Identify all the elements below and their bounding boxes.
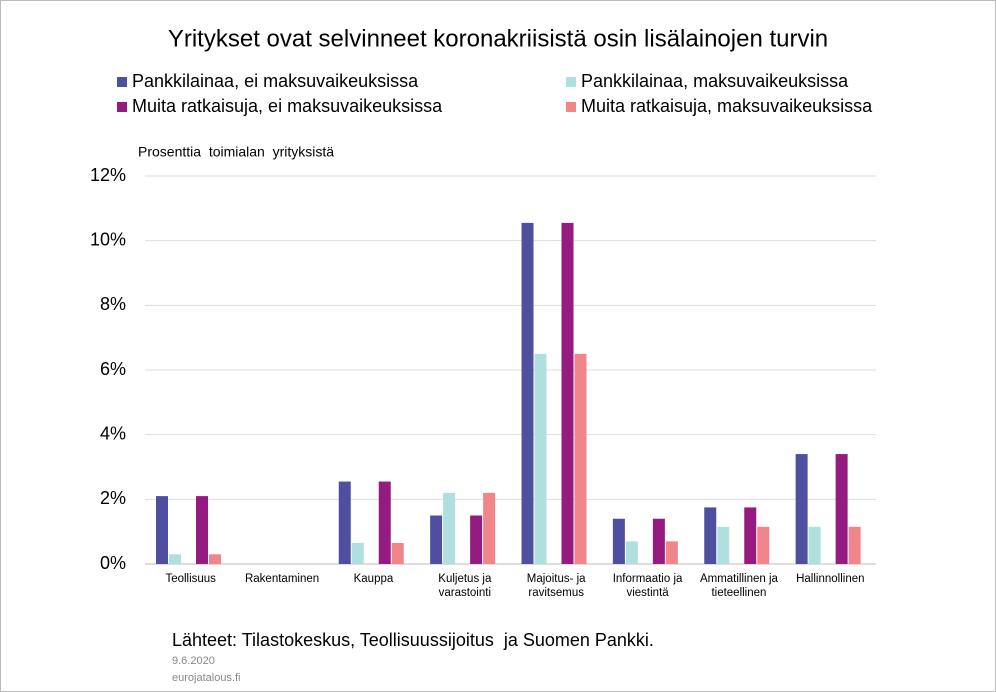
y-tick-label: 8%: [100, 294, 126, 314]
legend-swatch: [566, 102, 576, 112]
bar: [483, 492, 496, 564]
source: Lähteet: Tilastokeskus, Teollisuussijoit…: [172, 630, 654, 650]
y-tick-label: 0%: [100, 553, 126, 573]
bar: [169, 554, 181, 564]
bar: [612, 518, 625, 564]
x-tick-label: Informaatio ja viestintä: [612, 573, 683, 599]
bar: [652, 518, 665, 564]
x-tick-label: Kuljetus ja varastointi: [438, 573, 492, 599]
x-tick-label: Teollisuus: [165, 573, 216, 585]
y-tick-label: 10%: [90, 229, 126, 249]
x-tick-label: Ammatillinen ja tieteellinen: [699, 573, 778, 599]
bar: [521, 222, 534, 564]
bar: [391, 542, 404, 564]
bar: [848, 526, 861, 564]
y-tick-label: 6%: [100, 359, 126, 379]
bar: [443, 492, 456, 564]
legend-label: Muita ratkaisuja, ei maksuvaikeuksissa: [132, 96, 443, 116]
y-tick-label: 2%: [100, 488, 126, 508]
bar: [744, 507, 757, 564]
legend-label: Pankkilainaa, ei maksuvaikeuksissa: [132, 71, 419, 91]
bar: [470, 515, 483, 564]
x-tick-label: Rakentaminen: [244, 573, 320, 585]
bar: [704, 507, 717, 564]
bar: [808, 526, 821, 564]
legend-swatch: [117, 77, 127, 87]
legend-label: Pankkilainaa, maksuvaikeuksissa: [581, 71, 849, 91]
x-tick-label: Majoitus- ja ravitsemus: [526, 573, 586, 599]
bar: [351, 542, 364, 564]
bar: [196, 496, 208, 564]
bar: [209, 554, 221, 564]
bar: [378, 481, 391, 564]
bar: [717, 526, 730, 564]
bar: [338, 481, 351, 564]
chart-title: Yritykset ovat selvinneet koronakriisist…: [168, 25, 828, 52]
bar: [156, 496, 168, 564]
bar: [795, 454, 808, 564]
date: 9.6.2020: [172, 655, 215, 667]
x-tick-label: Kauppa: [353, 573, 394, 585]
bar: [534, 353, 547, 564]
x-tick-label: Hallinnollinen: [796, 573, 865, 585]
bar: [625, 541, 638, 564]
bar: [574, 353, 587, 564]
legend-swatch: [566, 77, 576, 87]
bar: [430, 515, 443, 564]
y-axis-label: Prosenttia toimialan yrityksistä: [138, 144, 334, 160]
site: eurojatalous.fi: [172, 672, 241, 684]
bar: [665, 541, 678, 564]
bar: [561, 222, 574, 564]
y-tick-label: 4%: [100, 423, 126, 443]
y-tick-label: 12%: [90, 165, 126, 185]
legend-label: Muita ratkaisuja, maksuvaikeuksissa: [581, 96, 873, 116]
bar: [835, 454, 848, 564]
bar: [757, 526, 770, 564]
legend-swatch: [117, 102, 127, 112]
